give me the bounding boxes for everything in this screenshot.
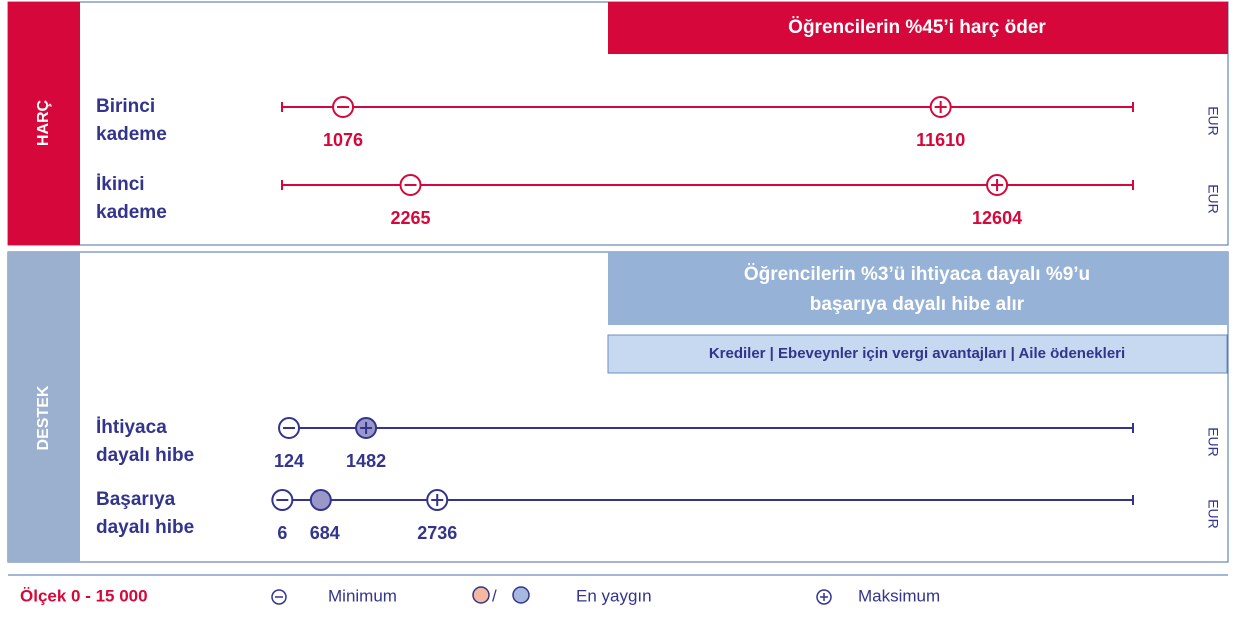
value-label: 12604: [972, 208, 1022, 228]
section-note: Öğrencilerin %45’i harç öder: [788, 17, 1046, 38]
value-label: 2736: [417, 523, 457, 543]
value-label: 11610: [916, 130, 965, 150]
section-label: DESTEK: [35, 385, 52, 450]
destek-subheader: [607, 334, 1228, 374]
section-label: HARÇ: [35, 99, 52, 146]
row-label: Başarıya: [96, 489, 176, 510]
value-label: 124: [274, 451, 304, 471]
unit: EUR: [1205, 427, 1221, 457]
legend-max: Maksimum: [858, 586, 940, 605]
row-label: İhtiyaca: [96, 417, 167, 438]
legend-min: Minimum: [328, 586, 397, 605]
unit: EUR: [1205, 499, 1221, 529]
unit: EUR: [1205, 106, 1221, 136]
section-note: Öğrencilerin %3’ü ihtiyaca dayalı %9’u: [744, 264, 1090, 285]
row-label: İkinci: [96, 174, 145, 195]
row-label: kademe: [96, 124, 167, 145]
section-subnote: Krediler | Ebeveynler için vergi avantaj…: [709, 345, 1125, 362]
value-label: 684: [310, 523, 340, 543]
legend-common-icon: [472, 586, 490, 604]
common-marker: [309, 489, 332, 511]
value-label: 2265: [390, 208, 430, 228]
legend-scale: Ölçek 0 - 15 000: [20, 586, 148, 605]
row-label: Birinci: [96, 96, 155, 117]
legend-common: En yaygın: [576, 586, 652, 605]
row-label: dayalı hibe: [96, 517, 194, 538]
value-label: 1076: [323, 130, 363, 150]
row-label: kademe: [96, 202, 167, 223]
unit: EUR: [1205, 184, 1221, 214]
row-label: dayalı hibe: [96, 445, 194, 466]
destek-header: [608, 252, 1228, 325]
legend-sep: /: [492, 586, 497, 605]
section-note: başarıya dayalı hibe alır: [810, 294, 1025, 315]
legend-common-icon: [512, 586, 530, 604]
harc-side: [8, 2, 80, 245]
destek-side: [8, 252, 80, 562]
value-label: 1482: [346, 451, 386, 471]
value-label: 6: [277, 523, 287, 543]
harc-header: [608, 2, 1228, 54]
